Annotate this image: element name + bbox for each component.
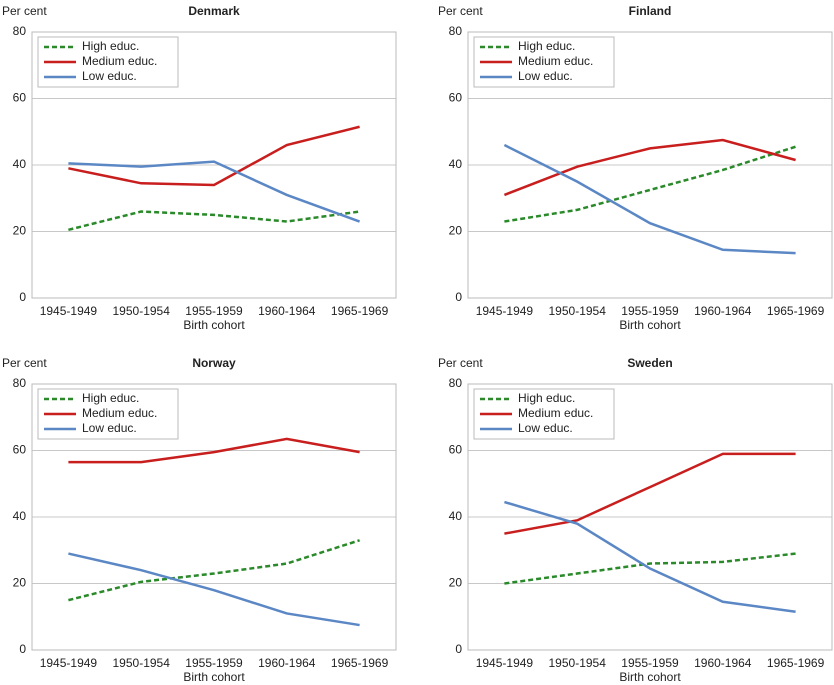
chart-title: Sweden — [627, 356, 672, 370]
chart-title: Norway — [192, 356, 236, 370]
y-tick-label: 80 — [13, 24, 27, 38]
x-tick-label: 1950-1954 — [113, 656, 171, 670]
x-axis-label: Birth cohort — [183, 670, 245, 684]
x-tick-label: 1960-1964 — [258, 304, 316, 318]
y-axis-label: Per cent — [438, 356, 483, 370]
x-tick-label: 1965-1969 — [331, 656, 389, 670]
legend-label: Low educ. — [518, 69, 573, 83]
legend-label: Medium educ. — [518, 54, 593, 68]
x-axis-label: Birth cohort — [619, 670, 681, 684]
legend-label: Medium educ. — [82, 54, 157, 68]
y-tick-label: 20 — [13, 224, 27, 238]
y-tick-label: 0 — [455, 642, 462, 656]
data-line — [503, 138, 796, 197]
x-tick-label: 1955-1959 — [185, 656, 243, 670]
chart-title: Denmark — [188, 4, 240, 18]
x-tick-label: 1955-1959 — [621, 304, 679, 318]
data-line — [504, 145, 796, 223]
legend-label: Low educ. — [82, 69, 137, 83]
y-tick-label: 40 — [13, 509, 27, 523]
y-tick-label: 80 — [449, 376, 463, 390]
y-tick-label: 0 — [19, 290, 26, 304]
y-tick-label: 60 — [13, 91, 27, 105]
y-tick-label: 60 — [449, 91, 463, 105]
x-tick-label: 1960-1964 — [694, 656, 752, 670]
x-tick-label: 1945-1949 — [476, 304, 534, 318]
data-line — [504, 552, 796, 585]
y-tick-label: 20 — [449, 224, 463, 238]
y-axis-label: Per cent — [438, 4, 483, 18]
x-axis-label: Birth cohort — [619, 318, 681, 332]
x-tick-label: 1955-1959 — [621, 656, 679, 670]
x-tick-label: 1945-1949 — [40, 656, 98, 670]
x-tick-label: 1960-1964 — [694, 304, 752, 318]
y-tick-label: 40 — [13, 157, 27, 171]
x-tick-label: 1965-1969 — [767, 304, 825, 318]
y-tick-label: 0 — [19, 642, 26, 656]
plot-frame — [467, 31, 833, 299]
data-line — [68, 437, 360, 464]
y-tick-label: 80 — [449, 24, 463, 38]
plot-frame — [467, 383, 833, 651]
x-tick-label: 1950-1954 — [113, 304, 171, 318]
x-tick-label: 1945-1949 — [476, 656, 534, 670]
legend-label: Low educ. — [82, 421, 137, 435]
y-tick-label: 60 — [13, 443, 27, 457]
x-tick-label: 1945-1949 — [40, 304, 98, 318]
data-line — [504, 452, 796, 535]
y-tick-label: 40 — [449, 509, 463, 523]
x-axis-label: Birth cohort — [183, 318, 245, 332]
data-line — [68, 160, 361, 223]
x-tick-label: 1965-1969 — [767, 656, 825, 670]
x-tick-label: 1965-1969 — [331, 304, 389, 318]
y-tick-label: 0 — [455, 290, 462, 304]
x-tick-label: 1960-1964 — [258, 656, 316, 670]
x-tick-label: 1955-1959 — [185, 304, 243, 318]
y-axis-label: Per cent — [2, 356, 47, 370]
y-tick-label: 80 — [13, 376, 27, 390]
legend-label: High educ. — [82, 39, 139, 53]
data-line — [503, 143, 796, 255]
data-line — [68, 210, 360, 232]
y-axis-label: Per cent — [2, 4, 47, 18]
x-tick-label: 1950-1954 — [549, 656, 607, 670]
y-tick-label: 20 — [13, 576, 27, 590]
legend-label: High educ. — [518, 391, 575, 405]
legend-label: Medium educ. — [518, 406, 593, 420]
data-line — [68, 539, 360, 602]
data-line — [504, 500, 796, 614]
data-line — [68, 125, 360, 187]
plot-frame — [31, 31, 397, 299]
y-tick-label: 40 — [449, 157, 463, 171]
legend-label: Medium educ. — [82, 406, 157, 420]
plot-frame — [31, 383, 397, 651]
y-tick-label: 60 — [449, 443, 463, 457]
data-line — [68, 552, 360, 627]
chart-title: Finland — [629, 4, 672, 18]
legend-label: High educ. — [82, 391, 139, 405]
legend-label: High educ. — [518, 39, 575, 53]
y-tick-label: 20 — [449, 576, 463, 590]
legend-label: Low educ. — [518, 421, 573, 435]
x-tick-label: 1950-1954 — [549, 304, 607, 318]
